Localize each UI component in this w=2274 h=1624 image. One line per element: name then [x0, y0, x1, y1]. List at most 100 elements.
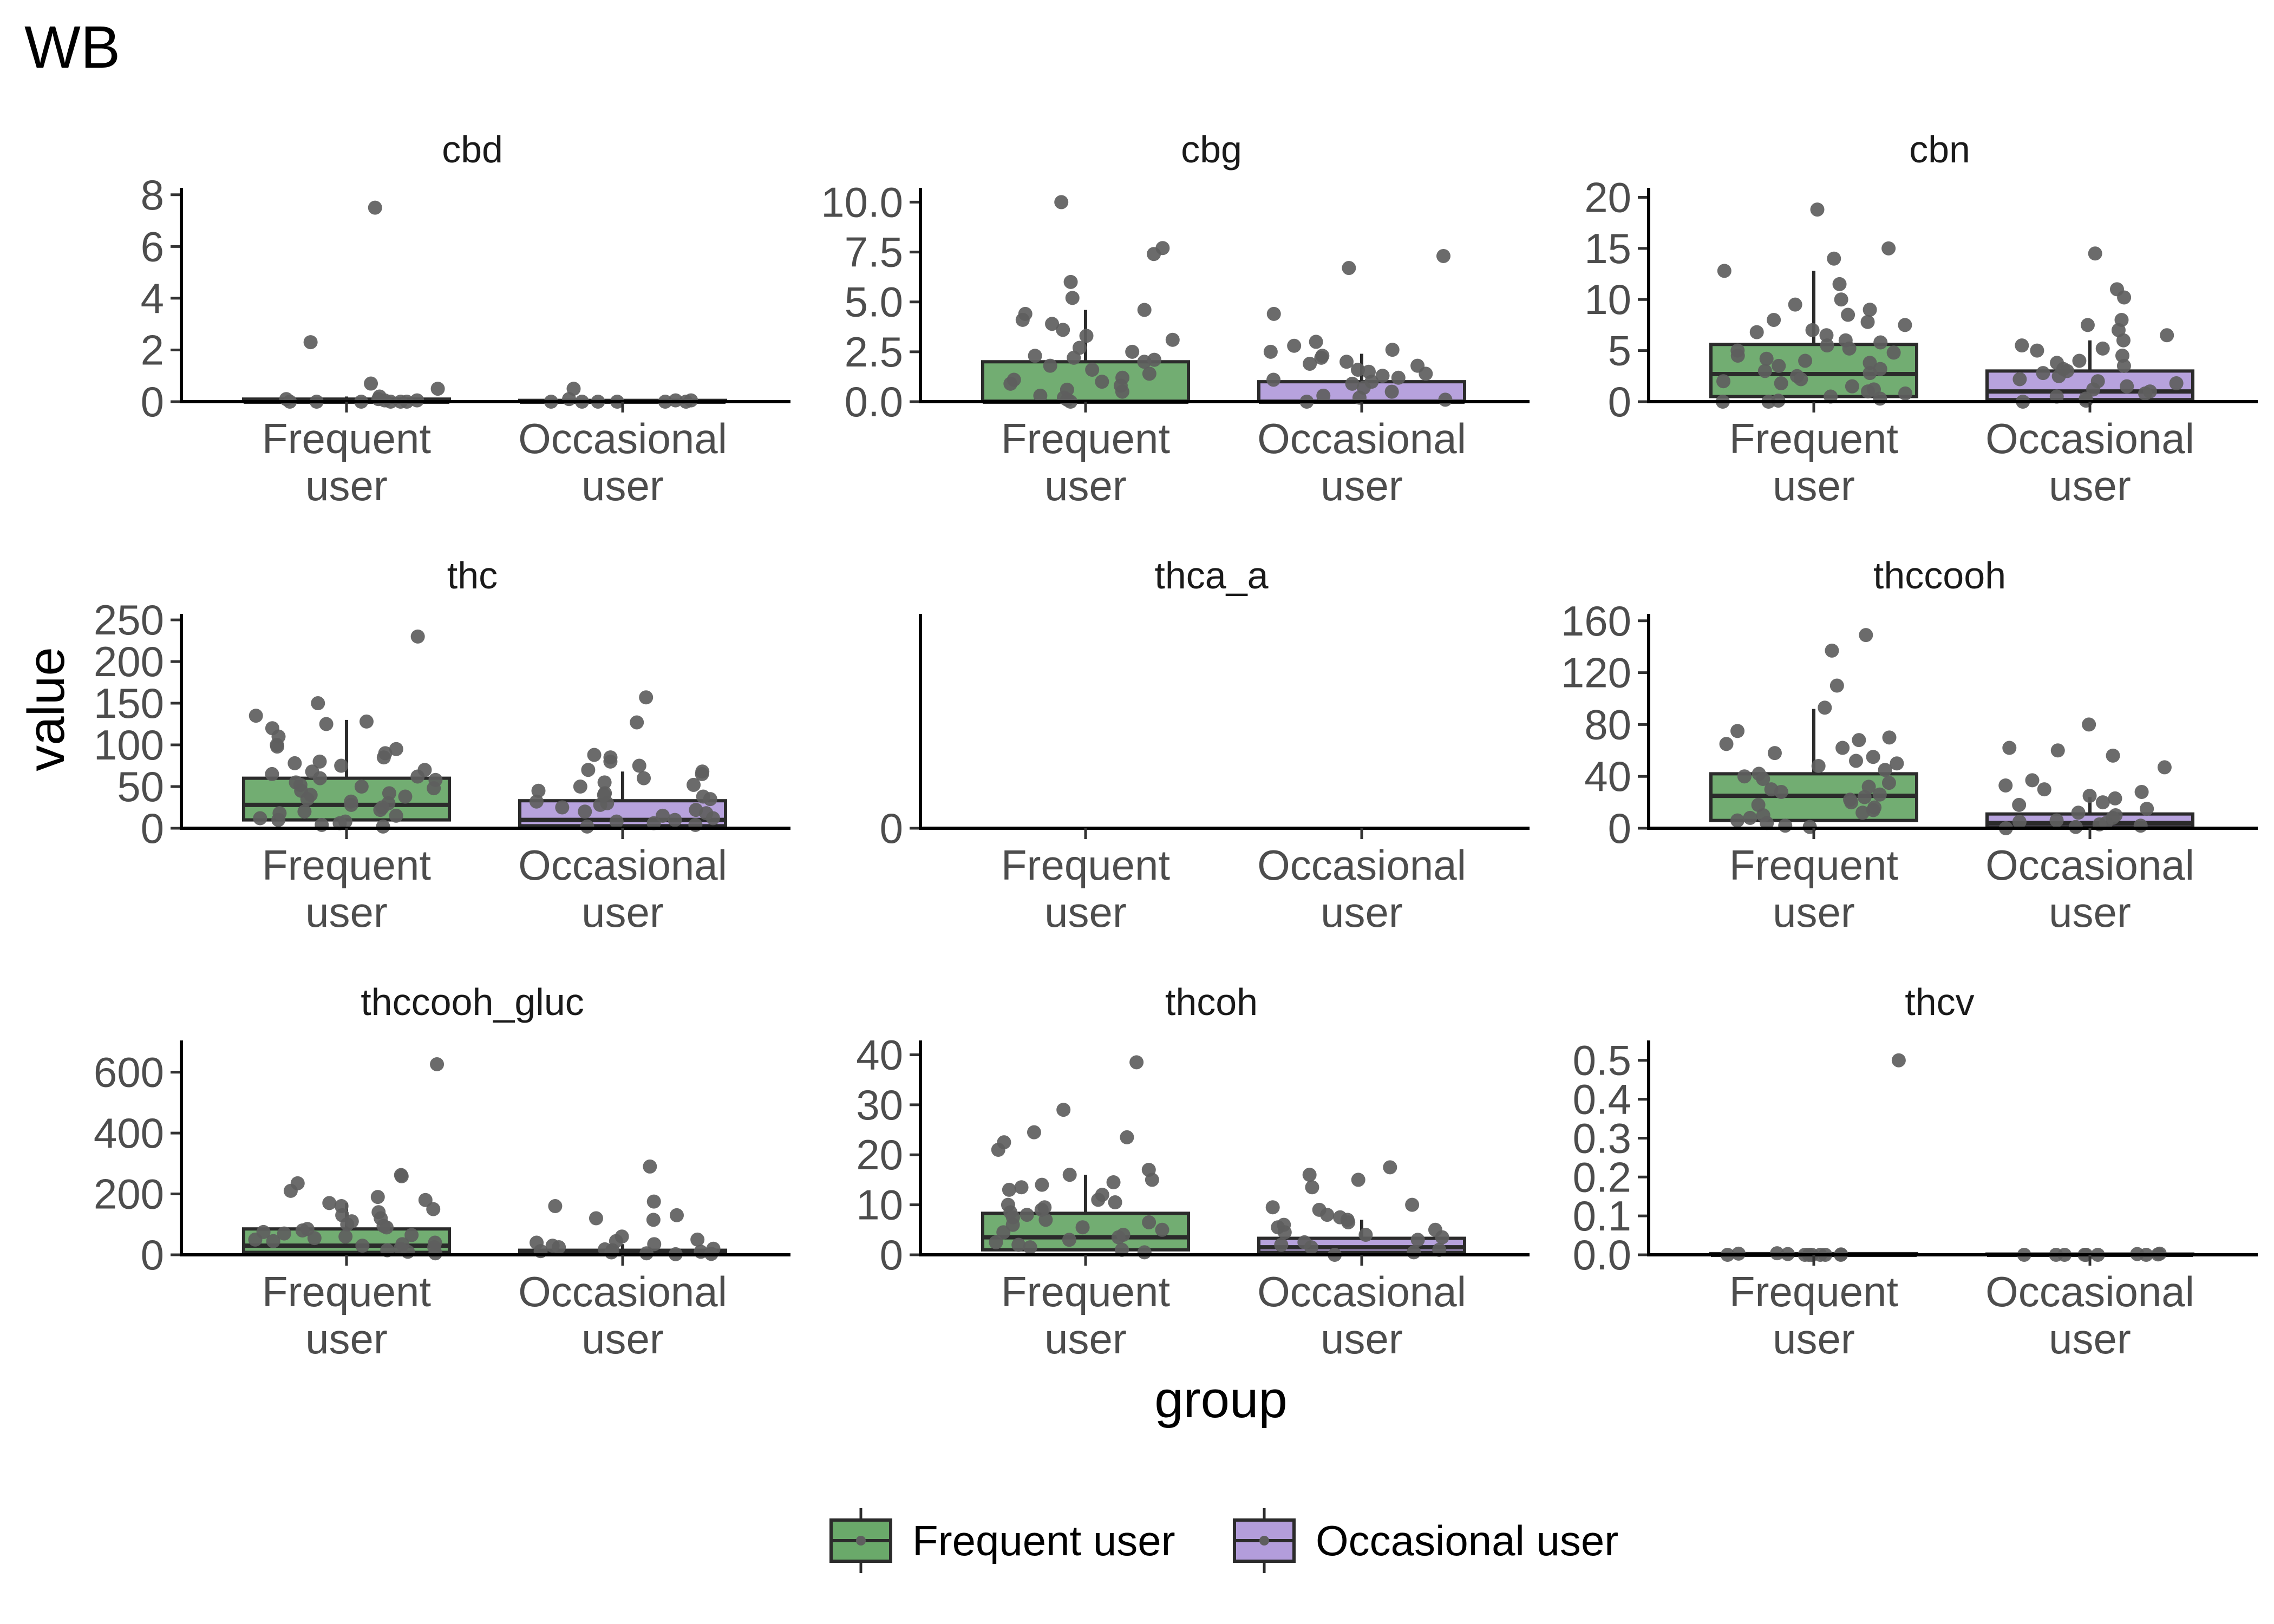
- x-tick-label: user: [1321, 1315, 1403, 1363]
- x-tick-label: Frequent: [1729, 415, 1899, 462]
- x-tick-label: user: [1773, 462, 1855, 509]
- data-point: [637, 771, 651, 785]
- data-point: [2116, 333, 2131, 348]
- panel-title: thcoh: [1165, 981, 1258, 1023]
- y-tick-label: 0.0: [1573, 1231, 1631, 1279]
- data-point: [2106, 748, 2120, 763]
- data-point: [1820, 338, 1834, 353]
- data-point: [2088, 246, 2102, 261]
- data-point: [312, 771, 327, 785]
- data-point: [1079, 329, 1094, 343]
- x-tick-label: user: [305, 1315, 388, 1363]
- panel-title: cbn: [1909, 128, 1970, 171]
- data-point: [1825, 643, 1839, 658]
- y-tick-label: 0.2: [1573, 1153, 1631, 1201]
- data-point: [1855, 806, 1870, 820]
- data-point: [1788, 297, 1802, 312]
- x-tick-label: Frequent: [262, 1268, 432, 1315]
- y-tick-label: 5: [1608, 327, 1631, 375]
- data-point: [2036, 366, 2050, 381]
- data-point: [1863, 356, 1877, 370]
- data-point: [2015, 338, 2029, 353]
- x-tick-label: user: [2049, 1315, 2131, 1363]
- data-point: [2012, 372, 2027, 387]
- data-point: [705, 811, 720, 826]
- x-tick-label: Occasional: [1985, 415, 2194, 462]
- data-point: [373, 803, 388, 817]
- x-tick-label: Frequent: [1001, 1268, 1171, 1315]
- data-point: [1056, 1103, 1071, 1117]
- data-point: [1756, 771, 1770, 786]
- data-point: [1866, 750, 1880, 764]
- y-tick-label: 40: [856, 1031, 903, 1078]
- legend-point: [856, 1536, 866, 1546]
- data-point: [580, 819, 594, 834]
- data-point: [1304, 1240, 1318, 1255]
- data-point: [376, 750, 391, 765]
- data-point: [1767, 312, 1781, 327]
- data-point: [1798, 353, 1813, 368]
- data-point: [1115, 384, 1129, 399]
- y-tick-label: 250: [94, 596, 164, 644]
- data-point: [1841, 307, 1855, 322]
- data-point: [581, 763, 596, 777]
- data-point: [1035, 1177, 1049, 1192]
- data-point: [1438, 392, 1453, 407]
- data-point: [1873, 335, 1888, 350]
- y-tick-label: 20: [1584, 173, 1631, 221]
- data-point: [1859, 628, 1873, 643]
- data-point: [1005, 1217, 1020, 1232]
- panel-title: thcv: [1905, 981, 1974, 1023]
- data-point: [1860, 315, 1875, 329]
- data-point: [2138, 386, 2153, 401]
- panel-thc: thc050100150200250FrequentuserOccasional…: [94, 554, 790, 936]
- y-tick-label: 0.0: [845, 378, 903, 425]
- data-point: [430, 382, 445, 396]
- data-point: [1772, 358, 1786, 373]
- data-point: [703, 792, 717, 807]
- x-tick-label: Frequent: [262, 841, 432, 889]
- data-point: [668, 813, 682, 827]
- data-point: [1857, 790, 1872, 804]
- data-point: [344, 797, 358, 812]
- data-point: [1890, 756, 1904, 771]
- panel-thccooh_gluc: thccooh_gluc0200400600FrequentuserOccasi…: [94, 981, 790, 1363]
- panel-thcv: thcv0.00.10.20.30.40.5FrequentuserOccasi…: [1573, 981, 2258, 1363]
- data-point: [578, 804, 592, 819]
- x-tick-label: Frequent: [1729, 1268, 1899, 1315]
- data-point: [368, 200, 382, 215]
- y-tick-label: 2.5: [845, 328, 903, 376]
- data-point: [1266, 372, 1281, 387]
- y-tick-label: 0: [1608, 804, 1631, 852]
- legend-entry-occasional: Occasional user: [1233, 1508, 1618, 1573]
- data-point: [410, 629, 425, 644]
- data-point: [1749, 325, 1764, 339]
- y-tick-label: 5.0: [845, 278, 903, 326]
- data-point: [2116, 358, 2131, 373]
- data-point: [2095, 795, 2110, 810]
- data-point: [593, 797, 607, 812]
- data-point: [1759, 351, 1774, 366]
- y-tick-label: 0.4: [1573, 1076, 1631, 1123]
- data-point: [2095, 341, 2110, 356]
- data-point: [1302, 1168, 1317, 1182]
- data-point: [271, 813, 286, 827]
- data-point: [1405, 1197, 1420, 1212]
- x-tick-label: user: [1773, 888, 1855, 936]
- data-point: [1137, 303, 1152, 317]
- data-point: [307, 1231, 322, 1246]
- legend-label: Frequent user: [912, 1517, 1175, 1564]
- data-point: [2012, 797, 2027, 812]
- data-point: [394, 1169, 409, 1183]
- data-point: [1320, 1208, 1335, 1222]
- data-point: [300, 792, 315, 807]
- data-point: [1316, 388, 1331, 403]
- data-point: [1165, 332, 1180, 347]
- data-point: [1111, 1230, 1126, 1245]
- x-tick-label: user: [1321, 888, 1403, 936]
- legend-entry-frequent: Frequent user: [829, 1508, 1175, 1573]
- data-point: [1142, 1215, 1156, 1229]
- data-point: [1065, 291, 1080, 305]
